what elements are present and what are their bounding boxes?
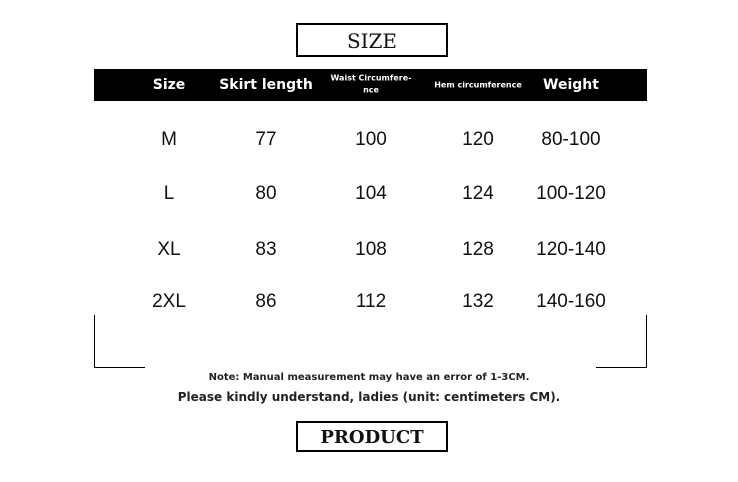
table-cell: L: [163, 183, 175, 204]
table-cell: 128: [462, 239, 494, 260]
table-cell: XL: [157, 239, 181, 260]
corner-line: [646, 315, 647, 368]
note: Please kindly understand, ladies (unit: …: [177, 390, 561, 404]
corner-line: [94, 315, 95, 368]
table-cell: 104: [355, 183, 387, 204]
table-cell: 80: [255, 183, 277, 204]
table-cell: 132: [462, 291, 494, 312]
title: SIZE: [296, 23, 448, 57]
table-cell: 77: [255, 129, 277, 150]
table-cell: 140-160: [536, 291, 606, 312]
table-cell: 100-120: [536, 183, 606, 204]
table-cell: 86: [255, 291, 277, 312]
header-cell: Waist Circumfere-: [330, 73, 412, 83]
header-cell: nce: [363, 85, 379, 95]
corner-line: [596, 367, 647, 368]
table-cell: 83: [255, 239, 277, 260]
corner-line: [94, 367, 145, 368]
table-cell: 124: [462, 183, 494, 204]
table-cell: 108: [355, 239, 387, 260]
header-cell: Skirt length: [219, 77, 313, 93]
header-cell: Weight: [543, 77, 599, 93]
table-cell: 120-140: [536, 239, 606, 260]
table-cell: 112: [355, 291, 387, 312]
table-cell: 80-100: [541, 129, 601, 150]
header-cell: Hem circumference: [434, 80, 522, 90]
table-cell: 100: [355, 129, 387, 150]
footer-title: PRODUCT: [296, 421, 448, 452]
note: Note: Manual measurement may have an err…: [208, 372, 530, 383]
header-bar: [94, 69, 647, 101]
table-cell: M: [161, 129, 177, 150]
table-cell: 120: [462, 129, 494, 150]
table-cell: 2XL: [152, 291, 186, 312]
header-cell: Size: [152, 77, 186, 93]
